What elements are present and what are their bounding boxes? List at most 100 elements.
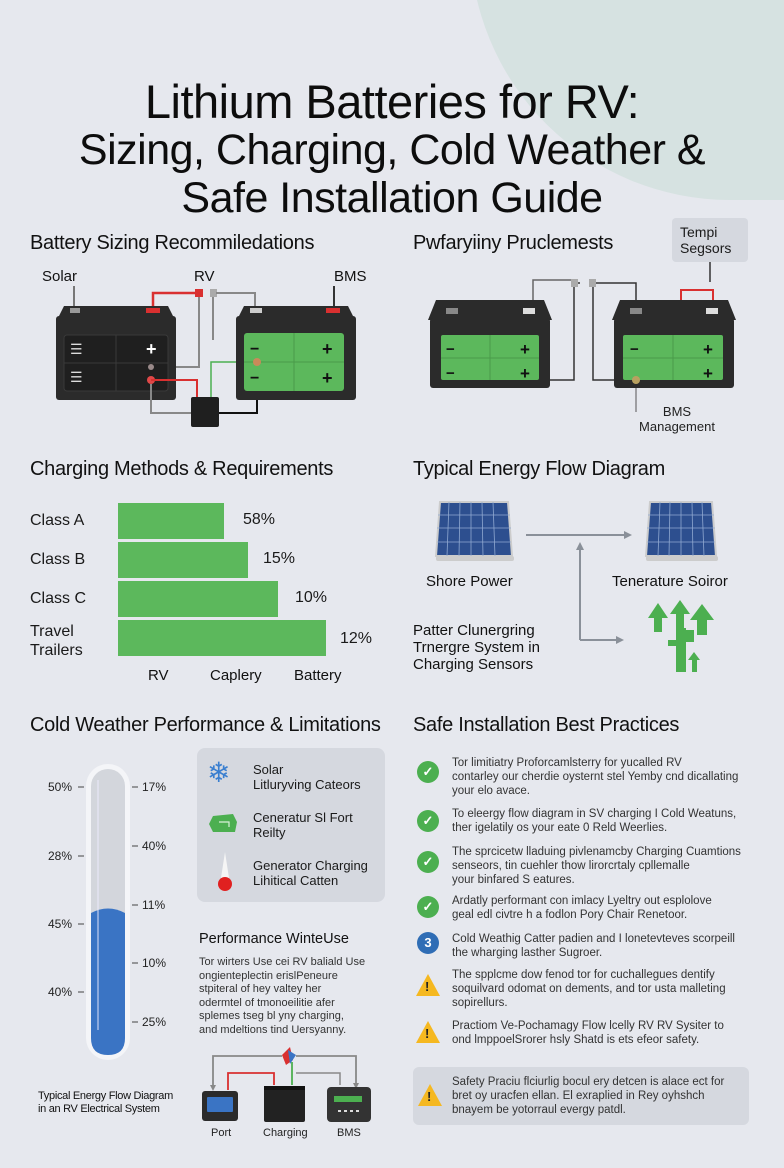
practice-line: sopirellurs. — [452, 997, 508, 1009]
svg-text:+: + — [520, 364, 530, 383]
practice-line: senseors, tin cuehler thow lirorcrtaly c… — [452, 860, 690, 872]
bms-label: BMS — [334, 268, 367, 285]
energy-flow-diagram — [434, 501, 718, 672]
safety-callout: ! Safety Praciu flciurlig bocul ery detc… — [413, 1067, 749, 1125]
left-tick: 28% — [48, 849, 73, 863]
performance-title: Performance WinteUse — [199, 931, 349, 947]
legend-line-2: Lihitical Catten — [253, 873, 339, 888]
shore-power-label: Shore Power — [426, 573, 513, 590]
svg-text:−: − — [446, 365, 455, 382]
title-line-2: Sizing, Charging, Cold Weather & — [78, 126, 706, 174]
safety-line: Safety Praciu flciurlig bocul ery detcen… — [452, 1076, 725, 1088]
title-line-1: Lithium Batteries for RV: — [144, 75, 640, 128]
cold-weather-section-title: Cold Weather Performance & Limitations — [30, 714, 381, 736]
warning-icon: ! — [418, 1084, 442, 1106]
practice-line: Ardatly performant con imlacy Lyeltry ou… — [452, 895, 712, 907]
solar-panel-icon — [434, 501, 514, 561]
practice-item: The sprcicetw lladuing pivlenamcby Charg… — [452, 845, 752, 887]
snowflake-icon: ❄ — [207, 757, 231, 788]
chart-bar-row: Travel Trailers 12% — [30, 620, 390, 659]
performance-text-line: odermtel of tmonoeilitie afer — [199, 996, 335, 1009]
svg-text:☰: ☰ — [70, 341, 83, 357]
left-tick: 45% — [48, 917, 73, 931]
right-tick: 40% — [142, 839, 167, 853]
energy-flow-section-title: Typical Energy Flow Diagram — [413, 458, 665, 480]
legend-line-2: Reilty — [253, 825, 286, 840]
practice-line: soquilvard odomat on dements, and tor us… — [452, 983, 726, 995]
practice-item: To eleergy flow diagram in SV charging I… — [452, 807, 752, 835]
legend-item: Solar Litluryving Cateors — [253, 762, 361, 792]
performance-text-line: Tor wirters Use cei RV baliald Use — [199, 956, 366, 968]
device-label-port: Port — [211, 1127, 232, 1139]
practice-line: your binfared S eatures. — [452, 874, 575, 886]
chart-bar-row: Class A 58% — [30, 503, 390, 539]
svg-text:−: − — [630, 341, 639, 358]
solar-label: Solar — [42, 268, 78, 285]
svg-text:+: + — [703, 364, 713, 383]
step-number-badge: 3 — [417, 932, 439, 954]
warning-icon: ! — [416, 1021, 440, 1043]
bar-category: Class C — [30, 590, 87, 607]
temp-sensors-callout: Tempi Segsors — [672, 218, 748, 262]
legend-item: Generator Charging Lihitical Catten — [253, 858, 368, 888]
energy-desc-line-2: Trnergre System in — [413, 639, 540, 656]
device-label-bms: BMS — [337, 1127, 361, 1139]
energy-desc-line-3: Charging Sensors — [413, 656, 534, 673]
legend-item: Ceneratur Sl Fort Reilty — [253, 810, 353, 840]
right-tick: 25% — [142, 1015, 167, 1029]
x-label-battery: Battery — [294, 667, 342, 684]
bar-category: Class A — [30, 512, 85, 529]
bar-travel-trailers — [118, 620, 326, 656]
right-tick: 11% — [142, 898, 166, 912]
practice-item: Tor limitiatry Proforcamlsterry for yuca… — [452, 756, 752, 798]
svg-text:+: + — [520, 340, 530, 359]
legend-line-1: Solar — [253, 762, 284, 777]
battery-sizing-diagram: ☰ ☰ + − + − + — [56, 286, 356, 427]
cactus-trees-icon — [648, 600, 714, 672]
thermometer-icon — [218, 852, 232, 891]
bar-class-b — [118, 542, 248, 578]
temp-sensors-line-1: Tempi — [680, 224, 718, 240]
practice-line: Tor limitiatry Proforcamlsterry for yuca… — [452, 757, 682, 769]
svg-text:+: + — [146, 339, 157, 359]
bms-label-line-1: BMS — [662, 404, 692, 419]
bar-class-c — [118, 581, 278, 617]
performance-text: Tor wirters Use cei RV baliald Use ongie… — [199, 956, 389, 1037]
purifying-section-title: Pwfaryiiny Pruclemests — [413, 232, 614, 254]
temperature-sensor-label: Tenerature Soiror — [612, 573, 728, 590]
practice-item: Cold Weathig Catter padien and I lonetev… — [452, 932, 752, 960]
legend-line-1: Ceneratur Sl Fort — [253, 810, 353, 825]
legend-line-1: Generator Charging — [253, 858, 368, 873]
bar-value: 12% — [340, 630, 373, 647]
safety-text: Safety Praciu flciurlig bocul ery detcen… — [452, 1075, 742, 1117]
diagram-caption: Typical Energy Flow Diagram in an RV Ele… — [38, 1090, 173, 1116]
svg-text:−: − — [250, 341, 259, 358]
x-label-caplery: Caplery — [210, 667, 262, 684]
bar-value: 10% — [295, 589, 328, 606]
svg-text:+: + — [322, 339, 333, 359]
check-icon: ✓ — [417, 810, 439, 832]
energy-flow-description: Patter Clunergring Trnergre System in Ch… — [413, 622, 540, 673]
practice-item: Ardatly performant con imlacy Lyeltry ou… — [452, 894, 752, 922]
purifying-battery-diagram: − + − + − + + — [428, 262, 736, 412]
legend-line-2: Litluryving Cateors — [253, 777, 361, 792]
thermometer-gauge — [78, 764, 138, 1060]
practice-line: ond lmppoelSrorer hsly Shatd is ets efeo… — [452, 1034, 700, 1046]
safety-line: bret oy uracfen ellan. El exraplied in R… — [452, 1090, 705, 1102]
solar-panel-icon — [644, 501, 718, 561]
right-tick: 17% — [142, 780, 167, 794]
practice-line: The spplcme dow fenod tor for cuchallegu… — [452, 969, 715, 981]
safety-line: bnayem be yotorraul evergy patdl. — [452, 1104, 626, 1116]
bar-category: Class B — [30, 551, 86, 568]
warning-icon: ! — [416, 974, 440, 996]
practice-line: Cold Weathig Catter padien and I lonetev… — [452, 933, 735, 945]
charging-section-title: Charging Methods & Requirements — [30, 458, 334, 480]
x-label-rv: RV — [148, 667, 169, 684]
rv-label: RV — [194, 268, 215, 285]
bms-label-line-2: Management — [639, 419, 715, 434]
svg-text:☰: ☰ — [70, 369, 83, 385]
practice-line: your elo avace. — [452, 785, 530, 797]
safe-install-section-title: Safe Installation Best Practices — [413, 714, 680, 736]
practice-item: The spplcme dow fenod tor for cuchallegu… — [452, 968, 752, 1010]
device-label-charging: Charging — [263, 1127, 308, 1139]
